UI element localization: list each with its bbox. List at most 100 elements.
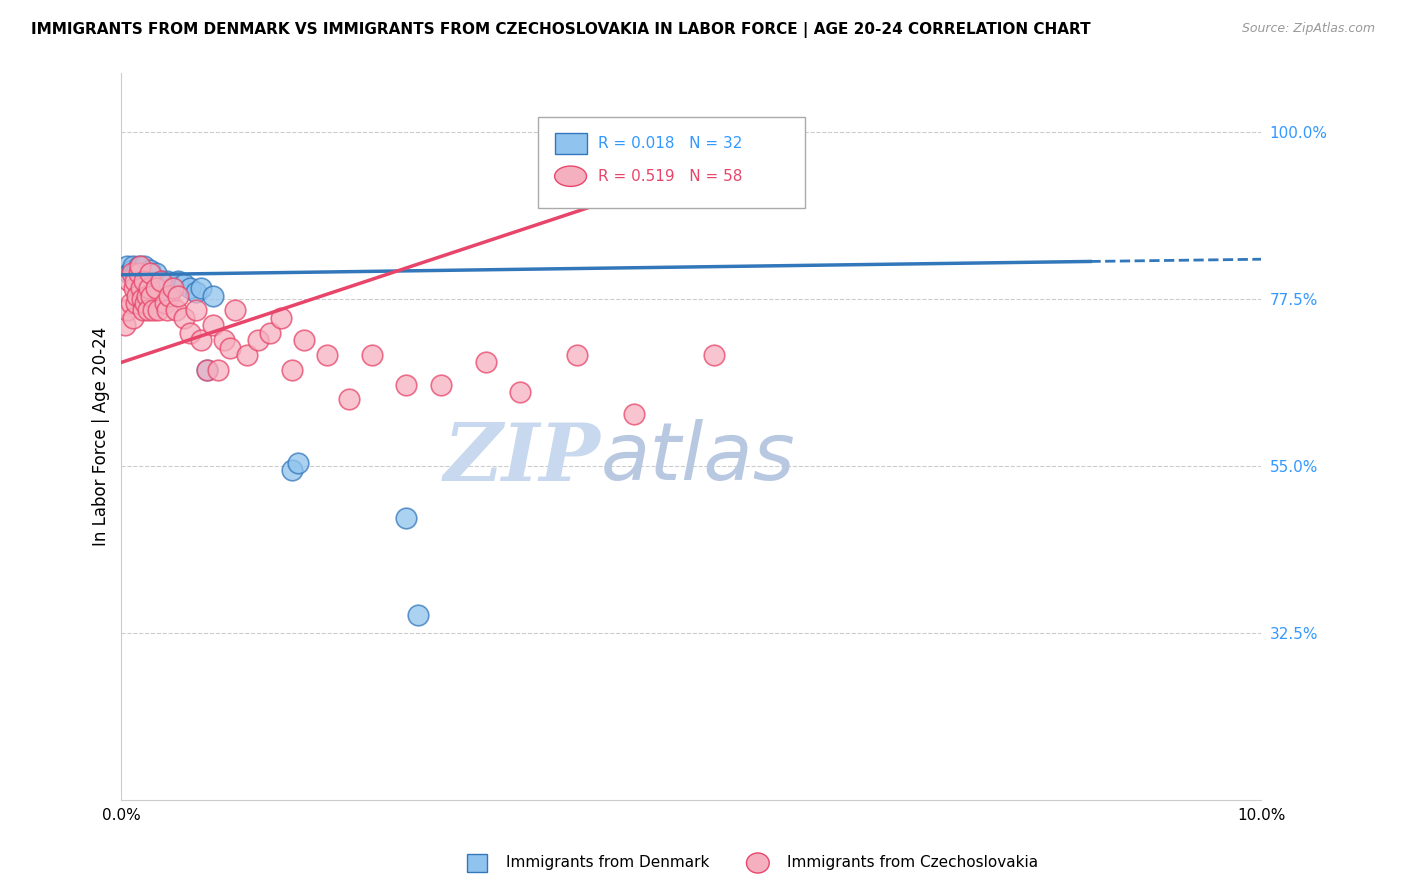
Point — [339, 392, 361, 407]
Text: R = 0.519   N = 58: R = 0.519 N = 58 — [598, 169, 742, 184]
Point — [128, 266, 150, 280]
Point — [270, 310, 292, 325]
Point — [162, 281, 184, 295]
Point — [475, 355, 498, 369]
Point — [429, 377, 451, 392]
Point — [121, 266, 143, 280]
Point — [703, 348, 725, 362]
Point — [190, 333, 212, 347]
Point — [201, 318, 224, 333]
Point — [509, 385, 531, 400]
Point — [315, 348, 337, 362]
Point — [145, 281, 167, 295]
Point — [131, 293, 153, 307]
Point — [118, 274, 141, 288]
Point — [165, 303, 187, 318]
Point — [567, 348, 589, 362]
Point — [212, 333, 235, 347]
Point — [195, 363, 218, 377]
Point — [135, 288, 157, 302]
Point — [132, 303, 155, 318]
Point — [122, 281, 145, 295]
Text: atlas: atlas — [600, 419, 794, 498]
Point — [173, 310, 195, 325]
Point — [134, 274, 156, 288]
Point — [118, 266, 141, 280]
Point — [125, 296, 148, 310]
Bar — [554, 133, 586, 154]
Point — [361, 348, 384, 362]
Point — [157, 277, 180, 292]
Point — [115, 303, 138, 318]
Point — [153, 296, 176, 310]
Point — [395, 511, 418, 525]
Point — [146, 303, 169, 318]
Point — [114, 318, 136, 333]
Point — [184, 303, 207, 318]
Point — [623, 407, 645, 421]
Point — [179, 326, 201, 340]
FancyBboxPatch shape — [537, 117, 806, 208]
Point — [287, 456, 309, 470]
Point — [135, 274, 157, 288]
Point — [292, 333, 315, 347]
Point — [128, 259, 150, 273]
Point — [224, 303, 246, 318]
Point — [124, 274, 146, 288]
Text: Immigrants from Czechoslovakia: Immigrants from Czechoslovakia — [787, 855, 1039, 870]
Point — [121, 310, 143, 325]
Point — [134, 259, 156, 273]
Point — [173, 277, 195, 292]
Point — [121, 262, 143, 277]
Point — [127, 262, 149, 277]
Text: IMMIGRANTS FROM DENMARK VS IMMIGRANTS FROM CZECHOSLOVAKIA IN LABOR FORCE | AGE 2: IMMIGRANTS FROM DENMARK VS IMMIGRANTS FR… — [31, 22, 1091, 38]
Point — [127, 288, 149, 302]
Point — [142, 303, 165, 318]
Point — [162, 281, 184, 295]
Point — [129, 281, 152, 295]
Point — [153, 281, 176, 295]
Point — [167, 288, 190, 302]
Point — [120, 296, 142, 310]
Point — [179, 281, 201, 295]
Text: Immigrants from Denmark: Immigrants from Denmark — [506, 855, 710, 870]
Point — [156, 303, 179, 318]
Point — [138, 266, 160, 280]
Point — [150, 274, 173, 288]
Point — [156, 274, 179, 288]
Circle shape — [554, 166, 586, 186]
Text: ZIP: ZIP — [443, 419, 600, 497]
Point — [128, 274, 150, 288]
Point — [146, 277, 169, 292]
Point — [131, 262, 153, 277]
Point — [128, 259, 150, 273]
Point — [395, 377, 418, 392]
Point — [139, 262, 162, 277]
Circle shape — [747, 853, 769, 873]
Point — [157, 288, 180, 302]
Point — [281, 463, 304, 477]
Point — [138, 281, 160, 295]
Point — [141, 274, 163, 288]
Text: Source: ZipAtlas.com: Source: ZipAtlas.com — [1241, 22, 1375, 36]
Y-axis label: In Labor Force | Age 20-24: In Labor Force | Age 20-24 — [93, 327, 110, 546]
Point — [150, 274, 173, 288]
Point — [236, 348, 259, 362]
Point — [124, 266, 146, 280]
Point — [139, 288, 162, 302]
Point — [281, 363, 304, 377]
Point — [115, 259, 138, 273]
Point — [145, 266, 167, 280]
Point — [167, 274, 190, 288]
Point — [259, 326, 281, 340]
Point — [218, 341, 240, 355]
Point — [134, 296, 156, 310]
Bar — [467, 855, 486, 872]
Point — [201, 288, 224, 302]
Point — [207, 363, 229, 377]
Point — [406, 607, 429, 622]
Point — [139, 266, 162, 280]
Point — [184, 285, 207, 299]
Point — [121, 259, 143, 273]
Point — [190, 281, 212, 295]
